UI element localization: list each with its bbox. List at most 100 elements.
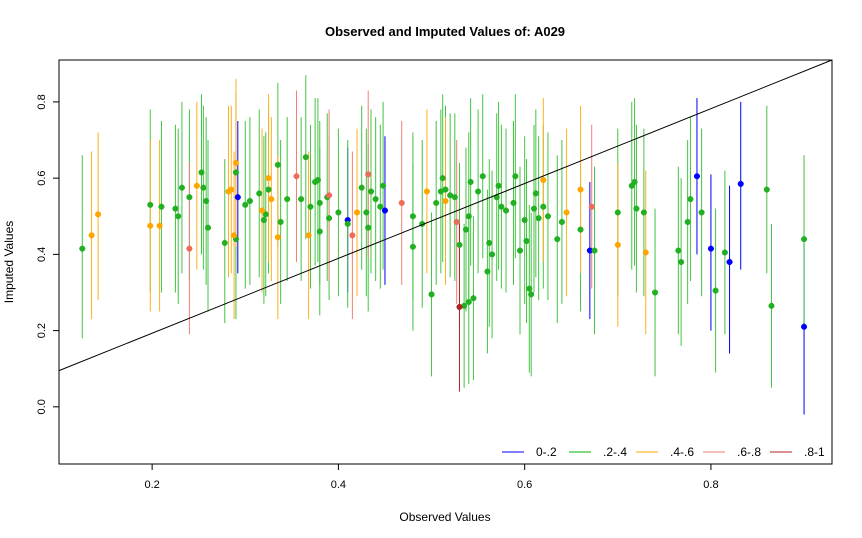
data-point (284, 196, 291, 203)
data-point (316, 228, 323, 235)
legend-label: .2-.4 (603, 445, 627, 459)
data-point (398, 199, 405, 206)
data-point (489, 251, 496, 258)
data-point (433, 199, 440, 206)
data-point (293, 173, 300, 180)
y-tick-label: 0.0 (36, 399, 48, 414)
data-point (228, 186, 235, 193)
data-point (88, 232, 95, 239)
data-point (305, 232, 312, 239)
data-point (200, 184, 207, 191)
data-point (498, 203, 505, 210)
data-point (678, 258, 685, 266)
data-point (335, 209, 342, 216)
legend-label: .6-.8 (737, 445, 761, 459)
data-point (763, 186, 770, 193)
data-point (591, 247, 598, 254)
legend: 0-.2 .2-.4 .4-.6 .6-.8 .8-1 (502, 445, 825, 459)
data-point (451, 194, 458, 201)
data-point (558, 218, 565, 226)
data-point (470, 295, 477, 302)
data-point (172, 205, 179, 212)
data-point (631, 178, 638, 186)
data-point (453, 218, 460, 226)
y-tick-label: 0.2 (36, 323, 48, 338)
data-point (726, 258, 733, 266)
data-point (204, 224, 212, 231)
data-point (465, 213, 472, 220)
data-point (198, 169, 205, 176)
data-point (298, 196, 305, 203)
data-point (349, 232, 356, 239)
data-point (262, 211, 269, 218)
data-point (651, 289, 659, 296)
data-point (353, 209, 361, 216)
data-point (365, 224, 372, 231)
data-point (409, 213, 416, 220)
data-point (256, 190, 263, 197)
legend-item: .6-.8 (703, 445, 761, 459)
data-point (642, 249, 649, 256)
data-point (178, 184, 185, 191)
data-point (186, 245, 193, 252)
data-point (516, 247, 524, 254)
data-point (495, 182, 502, 189)
data-point (532, 190, 539, 197)
data-point (768, 302, 775, 309)
data-point (258, 207, 266, 214)
data-point (512, 173, 519, 180)
data-point (302, 154, 309, 161)
data-point (707, 245, 714, 252)
data-point (687, 196, 694, 203)
data-point (484, 268, 491, 275)
data-point (367, 188, 375, 195)
data-point (540, 203, 547, 210)
data-point (577, 186, 584, 193)
data-point (712, 287, 719, 294)
data-point (409, 243, 416, 250)
x-tick-label: 0.2 (144, 479, 159, 491)
data-point (193, 182, 200, 189)
data-point (614, 209, 621, 216)
data-point (462, 226, 470, 233)
data-point (314, 177, 321, 184)
data-point (242, 201, 249, 208)
data-point (423, 188, 430, 195)
data-point (554, 236, 561, 243)
data-point (274, 161, 281, 168)
plot-frame (58, 59, 833, 465)
reference-line (58, 59, 833, 372)
data-point (523, 237, 530, 245)
data-point (344, 220, 351, 227)
data-point (203, 197, 210, 205)
x-tick-label: 0.6 (517, 479, 532, 491)
data-point (156, 222, 163, 229)
data-point (381, 207, 389, 214)
chart-title: Observed and Imputed Values of: A029 (325, 24, 565, 39)
data-point (479, 173, 486, 180)
interval-lines (81, 75, 805, 415)
data-point (363, 209, 370, 216)
data-point (698, 209, 705, 216)
data-point (577, 226, 584, 233)
data-point (79, 245, 86, 252)
data-point (510, 199, 517, 206)
data-point (544, 213, 551, 220)
data-point (475, 188, 482, 195)
data-point (316, 199, 323, 206)
data-point (442, 186, 449, 193)
data-point (465, 298, 472, 306)
data-point (614, 241, 621, 248)
data-point (521, 217, 528, 224)
data-point (640, 209, 647, 216)
legend-item: .4-.6 (636, 445, 694, 459)
data-point (232, 159, 240, 166)
data-point (693, 173, 701, 180)
data-point (442, 197, 449, 205)
x-tick-label: 0.4 (331, 479, 346, 491)
data-point (428, 291, 435, 298)
data-point (221, 239, 228, 246)
data-point (232, 169, 240, 176)
data-point (563, 209, 570, 216)
data-point (246, 197, 253, 205)
